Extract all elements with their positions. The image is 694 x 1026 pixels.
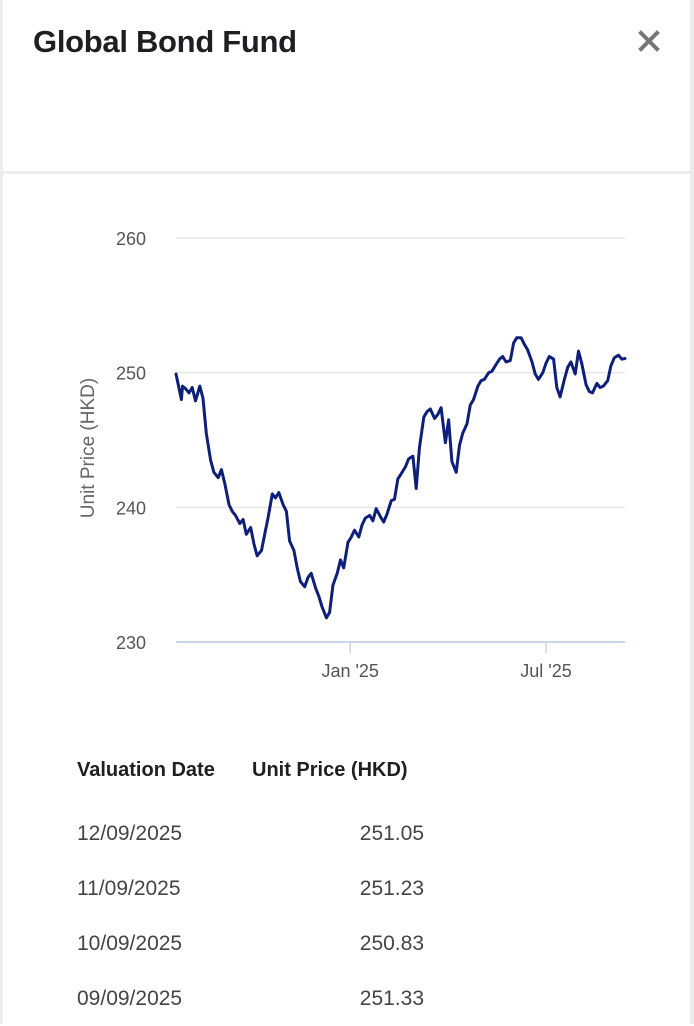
frame-right-border xyxy=(690,0,694,1024)
x-tick-label: Jul '25 xyxy=(520,661,571,681)
cell-date: 12/09/2025 xyxy=(77,821,183,845)
cell-price: 250.83 xyxy=(359,931,424,955)
cell-date: 09/09/2025 xyxy=(77,986,183,1010)
modal-header: Global Bond Fund xyxy=(3,0,690,171)
x-tick-label: Jan '25 xyxy=(321,661,378,681)
frame-left-border xyxy=(0,0,3,1024)
y-tick-label: 240 xyxy=(116,498,146,518)
close-icon xyxy=(638,30,660,52)
y-tick-label: 230 xyxy=(116,633,146,653)
y-tick-label: 250 xyxy=(116,364,146,384)
y-axis-title: Unit Price (HKD) xyxy=(78,378,99,518)
table-header-row: Valuation Date Unit Price (HKD) xyxy=(77,752,437,788)
cell-price: 251.23 xyxy=(359,876,424,900)
header-valuation-date: Valuation Date xyxy=(77,758,215,781)
price-table: Valuation Date Unit Price (HKD) 12/09/20… xyxy=(77,752,437,1026)
cell-date: 11/09/2025 xyxy=(77,876,181,900)
close-button[interactable] xyxy=(636,28,662,54)
cell-price: 251.05 xyxy=(359,821,424,845)
table-row: 11/09/2025 251.23 xyxy=(77,861,437,916)
table-row: 09/09/2025 251.33 xyxy=(77,971,437,1026)
y-tick-label: 260 xyxy=(116,229,146,249)
cell-price: 251.33 xyxy=(359,986,424,1010)
header-divider xyxy=(3,171,690,174)
table-row: 10/09/2025 250.83 xyxy=(77,916,437,971)
fund-title: Global Bond Fund xyxy=(33,24,297,59)
cell-date: 10/09/2025 xyxy=(77,931,183,955)
chart-svg: 230 240 250 260 Jan '25 Jul '25 Unit Price (HK… xyxy=(78,229,627,681)
table-row: 12/09/2025 251.05 xyxy=(77,806,437,861)
price-chart: 230 240 250 260 Jan '25 Jul '25 Unit Price (HK… xyxy=(0,174,694,714)
header-unit-price: Unit Price (HKD) xyxy=(252,758,408,781)
series-line xyxy=(174,336,627,620)
